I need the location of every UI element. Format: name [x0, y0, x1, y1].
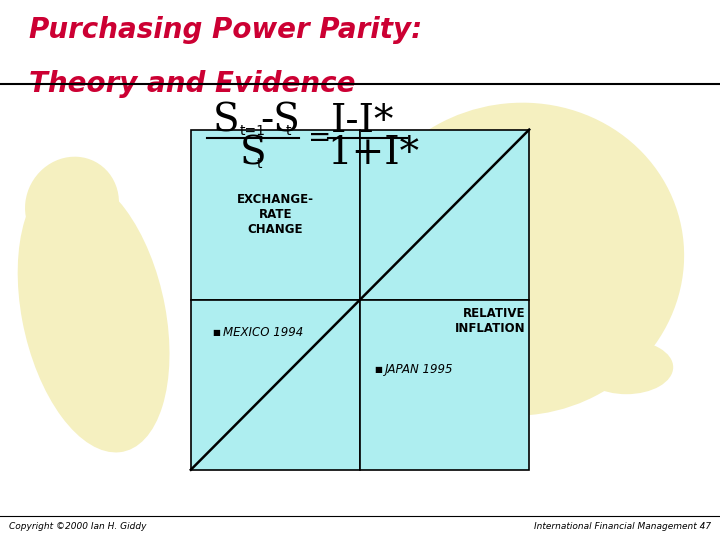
Text: S: S: [212, 103, 239, 140]
Text: Theory and Evidence: Theory and Evidence: [29, 70, 355, 98]
Ellipse shape: [580, 340, 673, 394]
Ellipse shape: [353, 103, 684, 416]
Ellipse shape: [25, 157, 119, 254]
Ellipse shape: [18, 174, 169, 453]
Text: I-I*: I-I*: [331, 103, 395, 140]
Text: ■: ■: [212, 328, 220, 336]
Text: International Financial Management 47: International Financial Management 47: [534, 522, 711, 531]
Text: EXCHANGE-
RATE
CHANGE: EXCHANGE- RATE CHANGE: [237, 193, 314, 236]
Text: S: S: [240, 136, 266, 172]
Text: 1+I*: 1+I*: [328, 136, 420, 172]
Text: -S: -S: [261, 103, 300, 140]
Bar: [191, 300, 360, 470]
Text: t: t: [286, 124, 292, 138]
Text: t: t: [256, 157, 262, 171]
Text: t=1: t=1: [240, 124, 266, 138]
Text: =: =: [308, 124, 331, 152]
Text: RELATIVE
INFLATION: RELATIVE INFLATION: [455, 307, 526, 335]
Text: JAPAN 1995: JAPAN 1995: [385, 363, 454, 376]
Bar: [360, 130, 529, 300]
Text: MEXICO 1994: MEXICO 1994: [223, 326, 303, 339]
Text: Copyright ©2000 Ian H. Giddy: Copyright ©2000 Ian H. Giddy: [9, 522, 146, 531]
Bar: [191, 130, 360, 300]
Text: Purchasing Power Parity:: Purchasing Power Parity:: [29, 16, 422, 44]
Text: ■: ■: [374, 366, 382, 374]
Bar: [360, 300, 529, 470]
